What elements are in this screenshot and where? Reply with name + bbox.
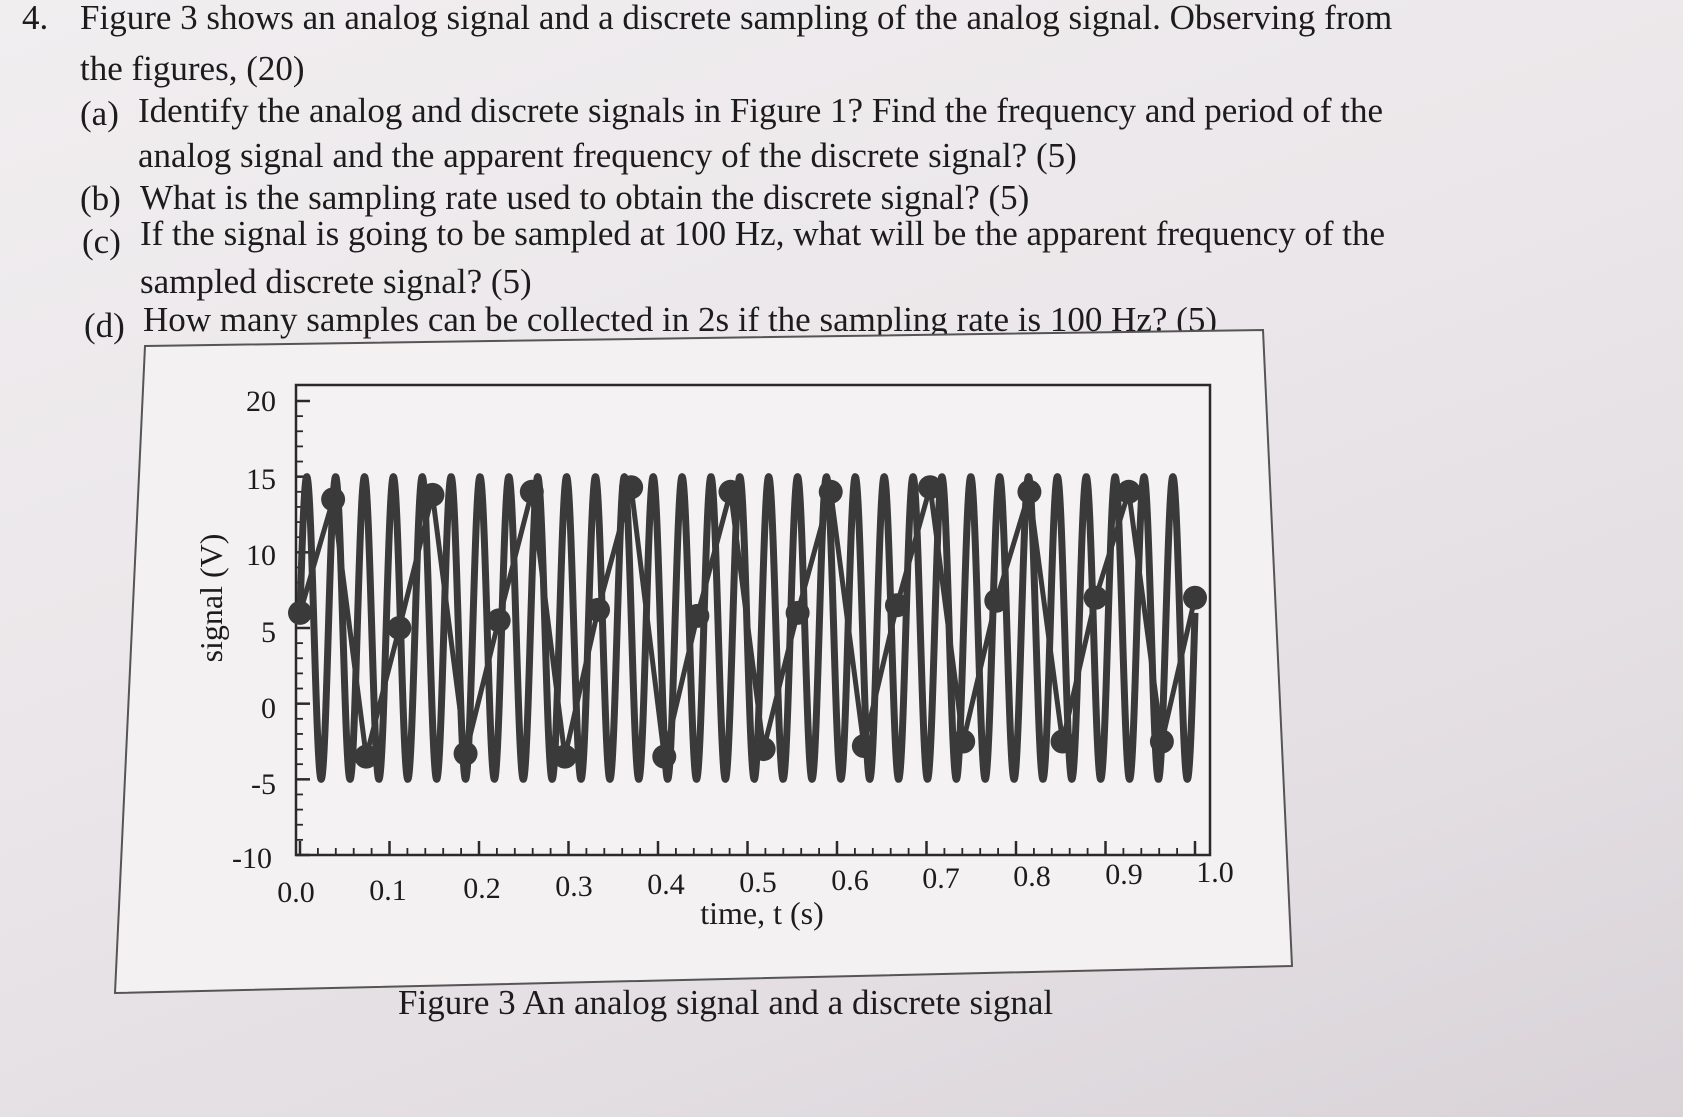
discrete-sample-point: [1050, 729, 1075, 754]
discrete-sample-point: [1149, 729, 1174, 754]
part-c-label: (c): [82, 222, 121, 261]
y-tick-label: 20: [246, 385, 276, 418]
discrete-sample-point: [652, 744, 677, 769]
discrete-sample-point: [420, 482, 445, 507]
discrete-signal: [288, 475, 1207, 769]
x-tick-label: 0.5: [739, 866, 777, 899]
x-tick-label: 0.8: [1013, 860, 1051, 893]
discrete-sample-point: [552, 744, 577, 769]
x-tick-label: 1.0: [1196, 856, 1234, 889]
part-b-label: (b): [80, 179, 121, 218]
discrete-sample-point: [984, 588, 1009, 613]
part-d-label: (d): [84, 306, 125, 345]
figure-caption: Figure 3 An analog signal and a discrete…: [398, 983, 1054, 1022]
discrete-signal-line: [297, 486, 1198, 758]
discrete-sample-point: [288, 600, 312, 625]
x-tick-label: 0.9: [1105, 858, 1143, 891]
y-tick-label: 10: [246, 539, 276, 572]
x-tick-label: 0.1: [369, 874, 407, 907]
discrete-sample-point: [1116, 479, 1141, 504]
discrete-sample-point: [619, 475, 644, 500]
x-tick-label: 0.4: [647, 868, 685, 901]
part-a-line1: Identify the analog and discrete signals…: [138, 91, 1384, 130]
discrete-sample-point: [354, 744, 379, 769]
x-tick-label: 0.7: [922, 862, 960, 895]
part-b-line1: What is the sampling rate used to obtain…: [140, 178, 1030, 217]
discrete-sample-point: [851, 734, 876, 759]
discrete-sample-point: [1183, 585, 1207, 610]
part-d-line1: How many samples can be collected in 2s …: [143, 300, 1217, 339]
discrete-sample-point: [519, 479, 544, 504]
discrete-sample-point: [1017, 479, 1042, 504]
discrete-sample-point: [884, 593, 909, 618]
question-intro-line1: Figure 3 shows an analog signal and a di…: [80, 0, 1393, 37]
discrete-sample-point: [751, 737, 776, 762]
discrete-sample-point: [785, 600, 810, 625]
discrete-sample-point: [486, 608, 511, 633]
part-a-label: (a): [80, 94, 119, 133]
y-tick-label: 0: [261, 692, 276, 725]
y-tick-label: -10: [232, 842, 272, 875]
part-a-line2: analog signal and the apparent frequency…: [138, 136, 1077, 175]
discrete-sample-point: [685, 603, 710, 628]
y-tick-label: -5: [251, 768, 276, 801]
discrete-sample-point: [321, 487, 346, 512]
question-intro-line2: the figures, (20): [80, 49, 305, 88]
discrete-sample-point: [951, 729, 976, 754]
part-c-line1: If the signal is going to be sampled at …: [140, 214, 1386, 253]
x-tick-label: 0.6: [831, 864, 869, 897]
y-tick-label: 15: [246, 463, 276, 496]
x-tick-label: 0.3: [555, 870, 593, 903]
y-tick-label: 5: [261, 616, 276, 649]
x-tick-label: 0.0: [277, 876, 315, 909]
question-number: 4.: [22, 0, 49, 37]
discrete-sample-point: [1083, 585, 1108, 610]
plot-area: [294, 383, 1212, 857]
x-axis-label: time, t (s): [700, 895, 824, 931]
discrete-sample-point: [453, 741, 478, 766]
discrete-sample-point: [586, 597, 611, 622]
discrete-sample-point: [818, 479, 843, 504]
part-c-line2: sampled discrete signal? (5): [140, 262, 532, 301]
x-tick-label: 0.2: [463, 872, 501, 905]
discrete-sample-point: [718, 479, 743, 504]
y-axis-label: signal (V): [193, 534, 229, 663]
discrete-sample-point: [387, 616, 412, 640]
discrete-sample-point: [918, 475, 943, 500]
